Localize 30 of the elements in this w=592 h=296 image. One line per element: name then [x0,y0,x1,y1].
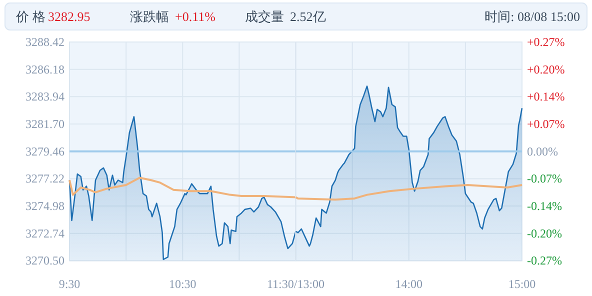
text: -0.14% [527,199,562,214]
x-tick-label: 14:00 [395,277,423,291]
text: +0.11% [175,9,216,24]
y-tick-label: 3286.18 [26,62,64,76]
x-tick-label: 9:30 [58,277,80,291]
text: 价 格 [15,9,46,24]
x-tick-label: 11:30/13:00 [266,277,325,291]
text: 2.52亿 [290,9,326,24]
text: -0.27% [527,254,562,268]
text: 3282.95 [48,9,90,24]
x-tick-label: 10:30 [168,277,196,291]
text: 0.00% [527,144,558,158]
text: +0.20% [527,62,565,76]
text: 时间: 08/08 15:00 [484,9,580,24]
y-tick-label: 3270.50 [26,254,64,268]
y-tick-label: 3277.22 [26,172,64,186]
text: 成交量 [245,9,284,24]
text: +0.14% [527,90,565,104]
text: 涨跌幅 [130,9,169,24]
y-tick-label: 3274.98 [26,199,64,214]
y-tick-label: 3272.74 [26,226,64,240]
text: -0.20% [527,226,562,240]
text: -0.07% [527,172,562,186]
y-tick-label: 3283.94 [26,90,64,104]
text: +0.07% [527,117,565,132]
y-tick-label: 3288.42 [26,35,64,49]
y-tick-label: 3279.46 [26,144,64,158]
text: +0.27% [527,35,565,49]
y-tick-label: 3281.70 [26,117,64,132]
x-tick-label: 15:00 [508,277,536,291]
